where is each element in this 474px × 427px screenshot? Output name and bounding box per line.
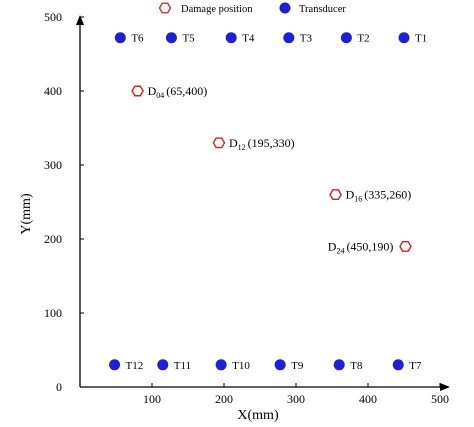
damage-label: D04 (65,400) (148, 84, 208, 100)
transducer-point (398, 32, 410, 44)
transducer-point (283, 32, 295, 44)
damage-point (399, 240, 412, 252)
x-tick-label: 300 (287, 392, 305, 406)
y-axis-arrow (76, 15, 84, 25)
transducer-label: T6 (131, 33, 144, 45)
damage-label: D24 (450,190) (328, 239, 394, 255)
x-tick-label: 100 (143, 392, 161, 406)
transducer-label: T11 (174, 360, 191, 372)
transducer-label: T8 (350, 360, 363, 372)
transducer-label: T7 (409, 360, 422, 372)
x-tick-label: 500 (431, 392, 449, 406)
axes: 100 200 300 400 500 0 100 200 300 400 500 (44, 10, 450, 406)
transducer-label: T4 (242, 33, 255, 45)
y-tick-label: 400 (44, 84, 62, 98)
y-tick-label: 300 (44, 158, 62, 172)
transducer-point (392, 359, 404, 371)
legend-damage-label: Damage position (181, 4, 253, 15)
transducer-label: T10 (232, 360, 250, 372)
chart-marks: T1 T2 T3 T4 T5 T6 T7 T8 T9 T10 T11 T12 D04 (65,400) D1… (109, 32, 427, 372)
transducer-label: T9 (291, 360, 304, 372)
y-tick-label: 0 (56, 380, 62, 394)
transducer-point (114, 32, 126, 44)
transducer-label: T12 (126, 360, 144, 372)
damage-label: D12 (195,330) (229, 136, 295, 152)
transducer-label: T1 (415, 33, 427, 45)
transducer-point (340, 32, 352, 44)
transducer-point (225, 32, 237, 44)
transducer-label: T3 (300, 33, 313, 45)
transducer-point (333, 359, 345, 371)
y-axis-label: Y(mm) (19, 193, 34, 235)
legend-transducer-dot-icon (279, 2, 291, 14)
transducer-label: T5 (182, 33, 195, 45)
legend-transducer-label: Transducer (299, 4, 346, 15)
x-axis-arrow (440, 383, 450, 391)
damage-point (329, 189, 342, 201)
transducer-point (215, 359, 227, 371)
x-axis-label: X(mm) (237, 408, 279, 423)
transducer-point (165, 32, 177, 44)
damage-point (131, 85, 144, 97)
transducer-label: T2 (357, 33, 369, 45)
legend-damage-hexagon-icon (158, 2, 172, 14)
y-tick-label: 100 (44, 306, 62, 320)
damage-point (212, 137, 226, 149)
x-tick-label: 400 (359, 392, 377, 406)
x-tick-label: 200 (215, 392, 233, 406)
damage-label: D16 (335,260) (346, 188, 412, 204)
transducer-point (157, 359, 169, 371)
legend: Damage position Transducer (158, 2, 346, 15)
y-tick-label: 200 (44, 232, 62, 246)
transducer-point (274, 359, 286, 371)
y-tick-label: 500 (44, 10, 62, 24)
transducer-point (109, 359, 121, 371)
